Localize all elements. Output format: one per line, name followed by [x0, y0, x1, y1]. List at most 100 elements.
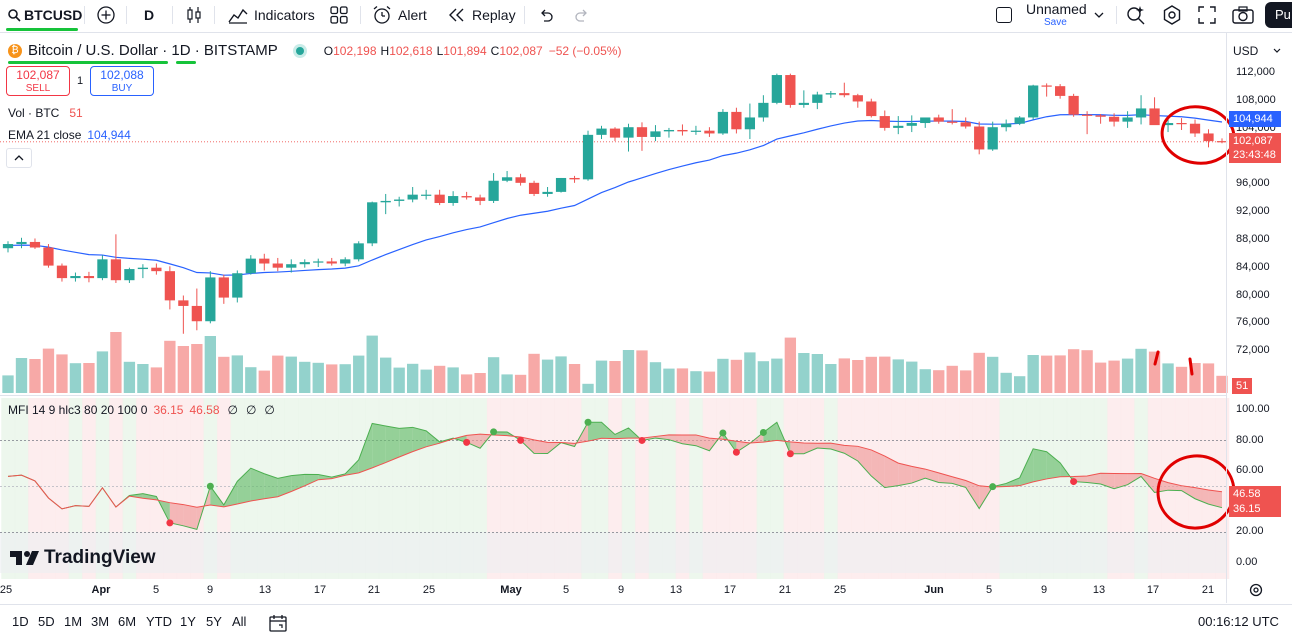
- price-tick-label: 88,000: [1236, 232, 1270, 245]
- sell-price: 102,087: [16, 68, 60, 82]
- candle-body: [1162, 123, 1174, 126]
- currency-select[interactable]: USD: [1233, 41, 1281, 61]
- candle-body: [812, 94, 823, 103]
- volume-bar: [407, 363, 419, 393]
- axis-settings-button[interactable]: [1248, 582, 1264, 603]
- mfi-fill: [965, 480, 980, 509]
- mfi-legend[interactable]: MFI 14 9 hlc3 80 20 100 0 36.15 46.58 ∅ …: [8, 403, 275, 417]
- indicators-button[interactable]: Indicators: [228, 0, 315, 30]
- ema-label: EMA 21 close: [8, 128, 82, 142]
- candle-body: [313, 261, 324, 263]
- tradingview-logo[interactable]: TradingView: [10, 547, 156, 569]
- chart-canvas[interactable]: [0, 33, 1292, 603]
- candle-body: [2, 244, 14, 249]
- chart-type-button[interactable]: [186, 0, 202, 30]
- price-tick-label: 92,000: [1236, 205, 1270, 218]
- volume-bar: [353, 355, 365, 393]
- candle-body: [16, 241, 27, 245]
- price-tick-label: 96,000: [1236, 177, 1270, 190]
- time-tick-label: 5: [562, 584, 570, 596]
- publish-button[interactable]: Pu: [1265, 2, 1292, 28]
- replay-label: Replay: [472, 7, 516, 23]
- mfi-na-3: ∅: [264, 403, 275, 417]
- layout-select-checkbox[interactable]: [996, 0, 1012, 30]
- candle-body: [286, 264, 297, 268]
- pane-separator: [0, 395, 1226, 396]
- compare-symbol-button[interactable]: [96, 0, 116, 30]
- mfi-fill: [1168, 482, 1182, 491]
- candle-body: [259, 258, 270, 264]
- range-button-3m[interactable]: 3M: [91, 614, 110, 629]
- mfi-tick-label: 80.00: [1236, 433, 1264, 446]
- volume-bar: [919, 369, 931, 393]
- range-button-all[interactable]: All: [232, 614, 247, 629]
- mfi-fill: [304, 474, 319, 486]
- mfi-fill: [1127, 473, 1142, 485]
- volume-bar: [528, 353, 540, 393]
- ema-legend[interactable]: EMA 21 close 104,944: [8, 128, 131, 142]
- snapshot-button[interactable]: [1232, 0, 1254, 30]
- range-button-1d[interactable]: 1D: [12, 614, 29, 629]
- candle-body: [906, 123, 917, 126]
- mfi-fill: [1046, 451, 1061, 479]
- volume-bar: [649, 362, 662, 393]
- volume-bar: [838, 358, 850, 393]
- buy-button[interactable]: 102,088 BUY: [90, 66, 154, 96]
- volume-legend[interactable]: Vol · BTC 51: [8, 106, 83, 120]
- candle-body: [501, 177, 513, 181]
- mfi-fill: [601, 422, 615, 439]
- grid-icon: [330, 6, 348, 24]
- candle-body: [1041, 85, 1052, 87]
- candle-body: [866, 101, 877, 117]
- volume-bar: [474, 373, 486, 393]
- range-button-1m[interactable]: 1M: [64, 614, 83, 629]
- quick-search-button[interactable]: [1126, 0, 1146, 30]
- volume-bar: [1040, 355, 1053, 393]
- volume-bar: [514, 374, 527, 393]
- go-to-date-button[interactable]: [268, 613, 288, 638]
- sell-button[interactable]: 102,087 SELL: [6, 66, 70, 96]
- candle-body: [771, 75, 782, 103]
- volume-bar: [447, 367, 459, 393]
- volume-bar: [1054, 355, 1066, 393]
- annotation-tick: [1153, 350, 1160, 366]
- volume-bar: [42, 348, 55, 393]
- time-tick-label: 17: [313, 584, 327, 596]
- clock-label[interactable]: 00:16:12 UTC: [1198, 614, 1279, 629]
- annotation-tick: [1188, 357, 1194, 376]
- candle-body: [569, 177, 580, 180]
- range-button-5y[interactable]: 5Y: [206, 614, 222, 629]
- mfi-fill: [830, 443, 845, 454]
- alert-button[interactable]: Alert: [372, 0, 427, 30]
- interval-button[interactable]: D: [144, 7, 155, 23]
- redo-button[interactable]: [574, 0, 590, 30]
- mfi-tick-label: 20.00: [1236, 525, 1264, 538]
- collapse-legend-button[interactable]: [6, 148, 32, 168]
- price-tick-label: 80,000: [1236, 288, 1270, 301]
- price-scale[interactable]: USD: [1226, 33, 1292, 603]
- undo-button[interactable]: [538, 0, 554, 30]
- symbol-search-button[interactable]: BTCUSD: [8, 0, 82, 30]
- fullscreen-button[interactable]: [1198, 0, 1216, 30]
- mfi-cross-down-dot: [638, 436, 646, 444]
- volume-bar: [636, 350, 648, 393]
- layout-menu-button[interactable]: [1094, 0, 1104, 30]
- candle-body: [515, 177, 526, 183]
- volume-bar: [258, 370, 270, 393]
- range-button-6m[interactable]: 6M: [118, 614, 137, 629]
- candle-body: [677, 129, 688, 132]
- range-button-1y[interactable]: 1Y: [180, 614, 196, 629]
- volume-bar: [501, 374, 513, 393]
- main-legend[interactable]: ₿ Bitcoin / U.S. Dollar · 1D · BITSTAMP …: [8, 42, 621, 59]
- range-button-5d[interactable]: 5D: [38, 614, 55, 629]
- volume-bar: [460, 374, 473, 393]
- layouts-button[interactable]: [330, 0, 348, 30]
- volume-bar: [433, 365, 446, 393]
- settings-button[interactable]: [1162, 0, 1182, 30]
- candle-body: [717, 111, 729, 134]
- volume-bar: [555, 356, 567, 393]
- replay-button[interactable]: Replay: [448, 0, 516, 30]
- layout-name-button[interactable]: Unnamed Save: [1026, 2, 1087, 29]
- candle-body: [542, 191, 553, 194]
- range-button-ytd[interactable]: YTD: [146, 614, 172, 629]
